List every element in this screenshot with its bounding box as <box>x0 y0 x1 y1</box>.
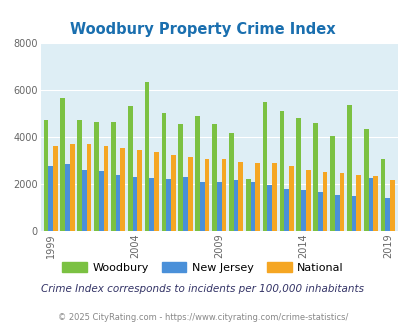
Bar <box>221 159 226 231</box>
Bar <box>94 122 99 231</box>
Bar <box>255 163 259 231</box>
Bar <box>128 106 132 231</box>
Bar <box>183 177 188 231</box>
Bar <box>368 178 372 231</box>
Bar <box>322 172 326 231</box>
Bar <box>250 182 255 231</box>
Bar <box>195 116 200 231</box>
Bar <box>111 122 115 231</box>
Bar <box>212 124 216 231</box>
Bar <box>53 147 58 231</box>
Bar <box>329 136 334 231</box>
Bar <box>70 144 75 231</box>
Bar <box>216 182 221 231</box>
Bar <box>115 175 120 231</box>
Bar <box>288 166 293 231</box>
Bar <box>166 179 171 231</box>
Bar <box>351 196 356 231</box>
Bar <box>284 189 288 231</box>
Bar <box>120 148 125 231</box>
Bar <box>171 154 175 231</box>
Bar <box>48 166 53 231</box>
Bar <box>87 144 91 231</box>
Bar <box>137 150 142 231</box>
Bar <box>99 171 103 231</box>
Bar <box>334 195 339 231</box>
Bar <box>65 164 70 231</box>
Bar <box>145 82 149 231</box>
Bar <box>103 147 108 231</box>
Bar <box>204 159 209 231</box>
Bar <box>154 152 158 231</box>
Bar <box>301 190 305 231</box>
Text: Woodbury Property Crime Index: Woodbury Property Crime Index <box>70 22 335 37</box>
Bar <box>313 123 317 231</box>
Bar <box>363 129 368 231</box>
Bar <box>149 178 154 231</box>
Bar <box>132 177 137 231</box>
Bar <box>271 163 276 231</box>
Text: Crime Index corresponds to incidents per 100,000 inhabitants: Crime Index corresponds to incidents per… <box>41 284 364 294</box>
Bar <box>267 185 271 231</box>
Bar <box>384 198 389 231</box>
Bar <box>279 111 283 231</box>
Bar <box>380 159 384 231</box>
Bar <box>339 173 343 231</box>
Bar <box>346 105 351 231</box>
Bar <box>296 118 301 231</box>
Bar <box>228 133 233 231</box>
Bar <box>317 192 322 231</box>
Bar <box>161 114 166 231</box>
Bar <box>60 98 65 231</box>
Legend: Woodbury, New Jersey, National: Woodbury, New Jersey, National <box>58 258 347 278</box>
Bar <box>77 120 82 231</box>
Bar <box>200 182 204 231</box>
Bar <box>305 170 310 231</box>
Bar <box>82 170 87 231</box>
Bar <box>43 120 48 231</box>
Text: © 2025 CityRating.com - https://www.cityrating.com/crime-statistics/: © 2025 CityRating.com - https://www.city… <box>58 313 347 322</box>
Bar <box>389 181 394 231</box>
Bar <box>245 179 250 231</box>
Bar <box>372 176 377 231</box>
Bar <box>178 124 183 231</box>
Bar <box>262 102 267 231</box>
Bar <box>233 181 238 231</box>
Bar <box>356 175 360 231</box>
Bar <box>188 157 192 231</box>
Bar <box>238 162 243 231</box>
